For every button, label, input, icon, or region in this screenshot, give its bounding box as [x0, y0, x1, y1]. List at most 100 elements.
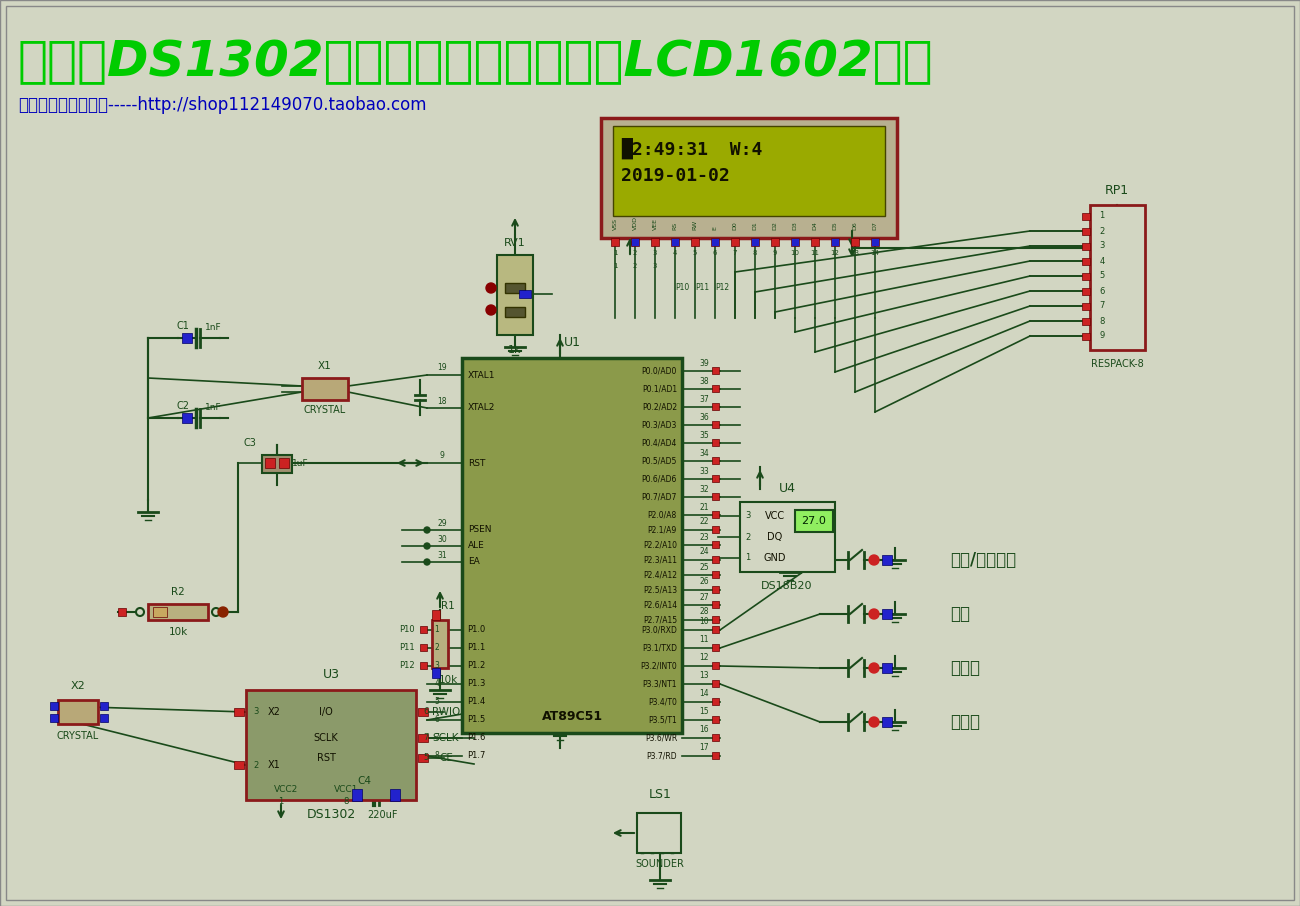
Text: P2.5/A13: P2.5/A13	[644, 585, 677, 594]
Text: RESPACK-8: RESPACK-8	[1091, 359, 1144, 369]
Bar	[234, 708, 244, 716]
Text: P10: P10	[675, 284, 689, 293]
Text: X1: X1	[268, 760, 281, 770]
Text: 4: 4	[434, 680, 439, 689]
Text: 1: 1	[612, 263, 618, 269]
Text: 3: 3	[653, 250, 658, 256]
Bar	[871, 238, 879, 246]
Text: 14: 14	[699, 689, 709, 699]
Bar	[420, 644, 426, 651]
Bar	[519, 290, 530, 298]
Text: XTAL2: XTAL2	[468, 403, 495, 412]
Text: 28: 28	[699, 608, 709, 616]
Text: P2.6/A14: P2.6/A14	[644, 601, 677, 610]
Bar	[712, 439, 719, 446]
Text: P10: P10	[399, 625, 415, 634]
Bar	[731, 238, 738, 246]
Text: P0.1/AD1: P0.1/AD1	[642, 384, 677, 393]
Bar	[1082, 273, 1089, 280]
Text: RWIO: RWIO	[432, 707, 460, 717]
Text: 8: 8	[434, 751, 439, 760]
Text: P0.7/AD7: P0.7/AD7	[642, 493, 677, 502]
Bar	[182, 333, 192, 343]
Text: 1uF: 1uF	[291, 458, 308, 467]
Text: 2: 2	[745, 533, 750, 542]
Bar	[148, 604, 208, 620]
Text: P1.2: P1.2	[467, 661, 485, 670]
Bar	[712, 421, 719, 428]
Bar	[1082, 213, 1089, 220]
Text: 9: 9	[772, 250, 777, 256]
Text: RP1: RP1	[1105, 185, 1130, 198]
Text: 34: 34	[699, 448, 709, 458]
Text: D4: D4	[812, 221, 818, 230]
Text: P2.0/A8: P2.0/A8	[647, 510, 677, 519]
Text: 15: 15	[699, 708, 709, 717]
Text: PSEN: PSEN	[468, 525, 491, 535]
Bar	[1082, 228, 1089, 235]
Text: 单片机DS1302多功能电子时钟万年历LCD1602显示: 单片机DS1302多功能电子时钟万年历LCD1602显示	[18, 38, 933, 86]
Bar	[712, 752, 719, 759]
Text: 11: 11	[699, 635, 709, 644]
Text: SCLK: SCLK	[433, 733, 459, 743]
Bar	[811, 238, 819, 246]
Bar	[712, 601, 719, 608]
Text: 1: 1	[1100, 211, 1105, 220]
Text: E: E	[712, 226, 718, 230]
Bar	[420, 662, 426, 669]
Text: U1: U1	[563, 336, 581, 350]
Text: XTAL1: XTAL1	[468, 371, 495, 380]
Text: 7: 7	[434, 734, 439, 743]
Text: C3: C3	[243, 438, 256, 448]
Text: P1.5: P1.5	[467, 716, 485, 725]
Text: X2: X2	[70, 681, 86, 691]
Text: U3: U3	[322, 669, 339, 681]
Bar	[504, 307, 525, 317]
Text: D3: D3	[793, 221, 797, 230]
Text: 220uF: 220uF	[367, 810, 398, 820]
Bar	[302, 378, 348, 400]
Text: 21: 21	[699, 503, 709, 512]
Text: 3: 3	[254, 708, 259, 717]
Text: P1.6: P1.6	[467, 734, 485, 743]
Text: P2.2/A10: P2.2/A10	[644, 541, 677, 550]
Text: CRYSTAL: CRYSTAL	[57, 731, 99, 741]
Text: VEE: VEE	[653, 218, 658, 230]
Bar	[740, 502, 835, 572]
Text: 13: 13	[850, 250, 859, 256]
Bar	[601, 118, 897, 238]
Text: 7: 7	[733, 250, 737, 256]
Text: 18: 18	[437, 397, 447, 406]
Text: 8: 8	[1100, 316, 1105, 325]
Text: VCC2: VCC2	[274, 786, 298, 795]
Text: D0: D0	[732, 221, 737, 230]
Circle shape	[212, 608, 220, 616]
Bar	[1082, 243, 1089, 250]
Text: 27: 27	[699, 593, 709, 602]
Text: C2: C2	[177, 401, 190, 411]
Bar	[771, 238, 779, 246]
Text: C1: C1	[177, 321, 190, 331]
Text: RST: RST	[468, 458, 485, 467]
Text: 22: 22	[699, 517, 709, 526]
Bar	[153, 607, 166, 617]
Text: 36: 36	[699, 412, 709, 421]
Bar	[1082, 303, 1089, 310]
Bar	[651, 238, 659, 246]
Text: P1.1: P1.1	[467, 643, 485, 652]
Text: 5: 5	[434, 698, 439, 707]
Bar	[712, 511, 719, 518]
Text: P1.4: P1.4	[467, 698, 485, 707]
Text: 11: 11	[810, 250, 819, 256]
Text: 6: 6	[424, 708, 429, 717]
Text: 24: 24	[699, 547, 709, 556]
Text: P0.2/AD2: P0.2/AD2	[642, 402, 677, 411]
Text: P3.3/NT1: P3.3/NT1	[642, 680, 677, 689]
Text: P1.0: P1.0	[467, 625, 485, 634]
Text: VCC: VCC	[764, 511, 785, 521]
Text: 13: 13	[699, 671, 709, 680]
Circle shape	[868, 609, 879, 619]
Bar	[1082, 258, 1089, 265]
Text: 1nF: 1nF	[204, 403, 221, 412]
Bar	[614, 126, 885, 216]
